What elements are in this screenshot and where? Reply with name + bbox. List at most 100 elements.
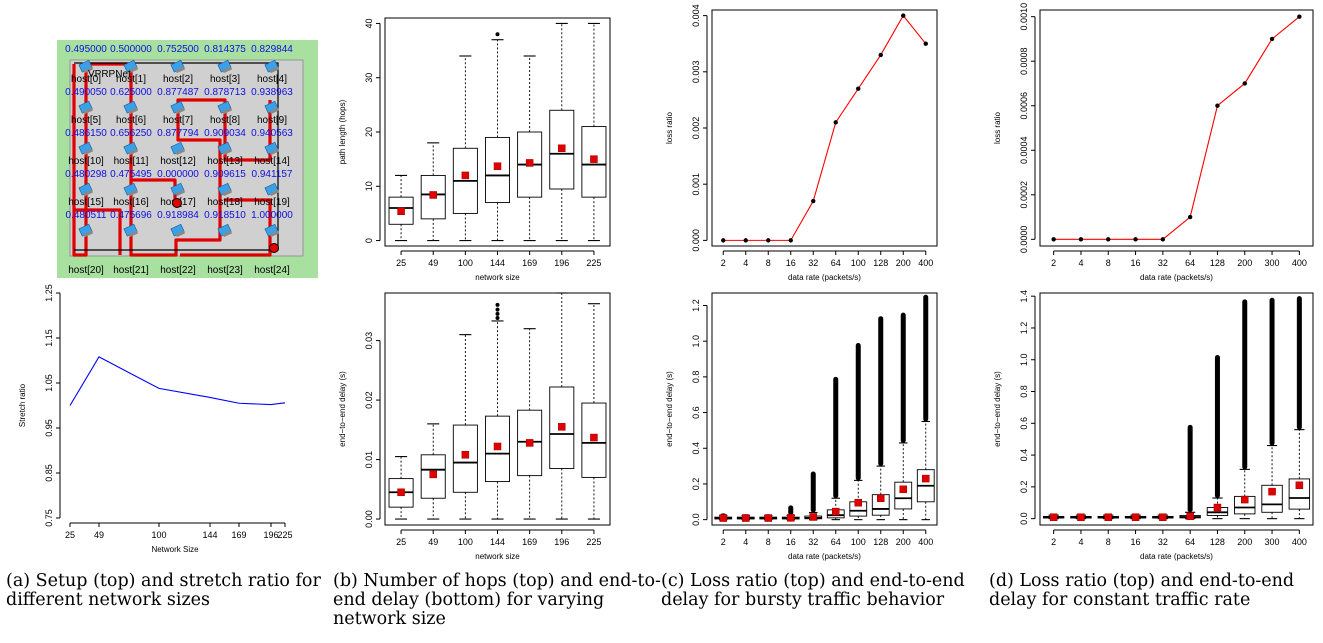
- host-name: host[22]: [160, 265, 196, 276]
- network-label: VPRPNet: [88, 69, 131, 80]
- data-point: [878, 52, 883, 58]
- x-tick-label: 196: [554, 537, 569, 547]
- mean-marker: [877, 494, 885, 502]
- mean-marker: [899, 485, 907, 494]
- loss-bursty-chart: 0.000 0.001 0.002 0.003 0.004 2 4 8 16 32 64 100 128…: [665, 4, 938, 282]
- host-value: 0.909615: [204, 169, 246, 180]
- setup-area: [69, 59, 304, 257]
- x-tick-label: 8: [766, 258, 771, 268]
- y-tick-label: 0.6: [1019, 417, 1029, 430]
- mean-marker: [1295, 481, 1304, 490]
- x-tick-label: 144: [202, 530, 217, 540]
- host-computer-icon: [78, 59, 94, 74]
- x-tick-label: 8: [766, 537, 771, 547]
- box-32: [804, 471, 823, 521]
- keyboard-shape: [269, 66, 280, 74]
- host-name: host[4]: [257, 74, 287, 85]
- x-tick-label: 100: [458, 258, 473, 268]
- host-name: host[11]: [114, 156, 149, 167]
- host-computer-icon: [217, 223, 233, 238]
- mean-marker: [719, 514, 727, 522]
- host-name: host[20]: [68, 265, 104, 276]
- box-169: [517, 55, 543, 242]
- x-tick-label: 4: [1078, 258, 1083, 268]
- outlier-cluster: [833, 376, 839, 499]
- x-tick-label: 32: [1158, 537, 1168, 547]
- outlier: [495, 302, 500, 307]
- data-point: [1133, 237, 1138, 242]
- x-tick-label: 16: [1131, 258, 1141, 268]
- host-value: 0.940563: [251, 128, 293, 139]
- mean-marker: [1049, 513, 1058, 521]
- iqr-box: [1261, 484, 1283, 513]
- route-path: [74, 208, 122, 255]
- box-225: [581, 303, 607, 520]
- host-computer-icon: [170, 59, 186, 74]
- y-tick-label: 0.2: [691, 478, 701, 491]
- mean-marker: [1104, 513, 1112, 521]
- mean-marker: [525, 159, 534, 167]
- x-tick-label: 2: [1051, 537, 1056, 547]
- y-tick-label: 1.25: [44, 284, 54, 302]
- data-point: [901, 13, 906, 18]
- host-name: host[5]: [71, 115, 101, 126]
- iqr-box: [894, 481, 913, 510]
- host-computer-icon: [264, 59, 280, 74]
- keyboard-shape: [175, 230, 186, 238]
- host-computer-icon: [123, 182, 139, 197]
- host-value: 0.918984: [157, 210, 199, 221]
- keyboard-shape: [222, 189, 233, 197]
- data-point: [1078, 237, 1084, 242]
- keyboard-shape: [83, 189, 94, 197]
- outlier: [495, 311, 500, 316]
- x-tick-label: 128: [1210, 537, 1225, 547]
- network-setup-panel: host[0] 0.490050 host[1] 0.625000 host[2] 0.8…: [57, 40, 318, 278]
- data-point: [743, 238, 748, 243]
- x-tick-label: 16: [786, 537, 796, 547]
- y-tick-label: 1.0: [691, 335, 701, 348]
- outlier-cluster: [1296, 296, 1302, 430]
- y-tick-label: 0.01: [364, 451, 374, 469]
- host-name: host[6]: [116, 115, 146, 126]
- box-100: [452, 334, 478, 520]
- delay-constant-chart: 0.0 0.2 0.4 0.6 0.8 1.0 1.2 1.4 2 4 8 16 32 64 128 200 3…: [993, 290, 1314, 561]
- host-computer-icon: [170, 100, 186, 115]
- keyboard-shape: [269, 148, 280, 156]
- y-tick-label: 0.004: [691, 4, 701, 27]
- outlier: [495, 307, 500, 312]
- host-name: host[19]: [254, 197, 290, 208]
- mean-marker: [1241, 495, 1249, 504]
- outlier-cluster: [1214, 354, 1220, 498]
- box-300: [1261, 297, 1283, 520]
- mean-marker: [922, 474, 930, 483]
- x-axis-title: data rate (packets/s): [788, 552, 861, 561]
- data-point: [833, 120, 838, 125]
- series-line: [1053, 16, 1300, 240]
- y-tick-label: 40: [364, 18, 374, 28]
- host-name: host[18]: [207, 197, 243, 208]
- iqr-box: [452, 424, 478, 493]
- mean-marker: [397, 488, 405, 497]
- keyboard-shape: [222, 230, 233, 238]
- mean-marker: [590, 155, 598, 163]
- box-196: [549, 292, 575, 520]
- mean-marker: [1159, 513, 1167, 521]
- host-computer-icon: [217, 59, 233, 74]
- mean-marker: [1077, 513, 1085, 521]
- y-axis-title: loss ratio: [993, 111, 1002, 144]
- host-value: 0.877794: [157, 128, 199, 139]
- y-tick-label: 0.4: [691, 442, 701, 455]
- mean-marker: [809, 513, 817, 521]
- iqr-box: [388, 196, 414, 225]
- data-point: [1051, 237, 1056, 242]
- mean-marker: [461, 451, 470, 459]
- data-point: [923, 41, 928, 46]
- keyboard-shape: [269, 107, 280, 115]
- x-tick-label: 64: [831, 537, 841, 547]
- x-tick-label: 400: [1292, 537, 1307, 547]
- x-tick-label: 16: [786, 258, 796, 268]
- keyboard-shape: [269, 230, 280, 238]
- host-computer-icon: [264, 100, 280, 115]
- keyboard-shape: [269, 189, 280, 197]
- host-computer-icon: [78, 223, 94, 238]
